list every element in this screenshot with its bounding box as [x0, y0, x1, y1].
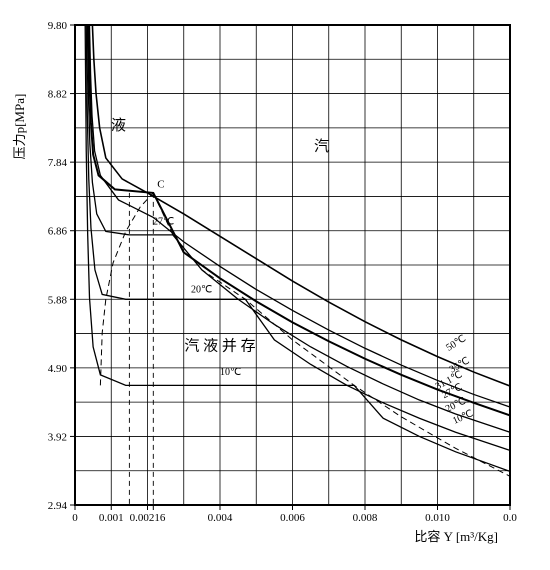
x-tick-label: 0.001	[99, 512, 124, 524]
x-tick-label: 0.00216	[130, 512, 166, 524]
plateau-label: 10℃	[220, 367, 241, 378]
chart-bg	[0, 0, 550, 570]
chart-container: 2.94 3.92 4.90 5.88 6.86 7.84 8.82 9.80 压力p[MPa]…	[0, 0, 550, 570]
critical-point-label: C	[157, 178, 164, 190]
x-tick-label: 0.008	[353, 512, 378, 524]
y-tick-label: 7.84	[48, 157, 68, 169]
x-tick-label: 0	[72, 512, 78, 524]
y-tick-label: 8.82	[48, 89, 67, 101]
region-label: 液	[111, 117, 126, 134]
y-tick-label: 3.92	[48, 431, 67, 443]
pv-phase-diagram: 2.94 3.92 4.90 5.88 6.86 7.84 8.82 9.80 压力p[MPa]…	[0, 0, 550, 570]
y-tick-label: 2.94	[48, 500, 68, 512]
y-tick-label: 9.80	[48, 20, 68, 32]
y-tick-label: 6.86	[48, 226, 68, 238]
x-tick-label: 0.006	[280, 512, 305, 524]
x-axis-title: 比容 Y [m³/Kg]	[414, 529, 498, 544]
plateau-label: 27℃	[153, 216, 174, 227]
x-tick-label: 0.004	[208, 512, 233, 524]
y-tick-label: 4.90	[48, 363, 68, 375]
region-label: 汽 液 并 存	[184, 337, 255, 354]
plateau-label: 20℃	[191, 284, 212, 295]
y-axis-title: 压力p[MPa]	[12, 94, 27, 160]
x-tick-label: 0.010	[425, 512, 450, 524]
region-label: 汽	[314, 138, 329, 155]
y-tick-label: 5.88	[48, 294, 68, 306]
x-tick-label: 0.0	[503, 512, 517, 524]
